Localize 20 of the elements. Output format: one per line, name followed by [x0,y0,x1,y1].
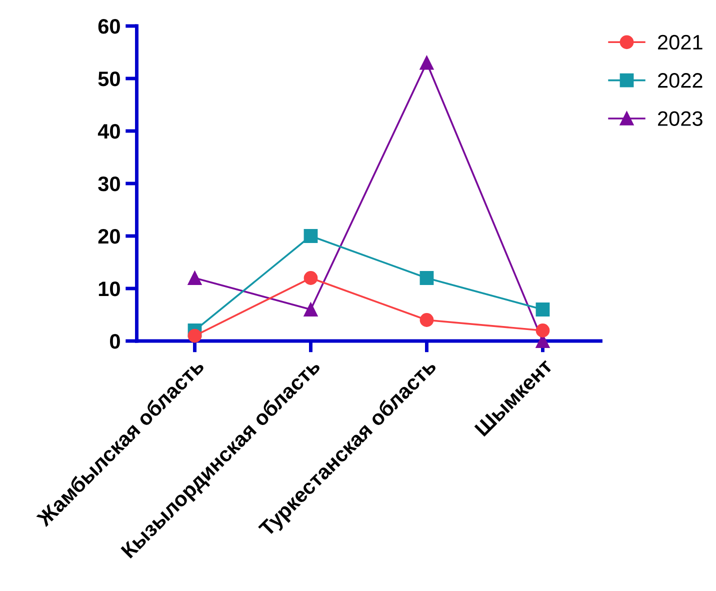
point [420,56,434,70]
y-tick-label: 20 [98,229,120,244]
point [304,229,318,243]
y-tick-label: 50 [98,72,120,86]
point [420,271,434,285]
y-tick-label: 60 [98,19,120,34]
point [536,302,550,316]
y-tick-label: 40 [98,124,120,139]
legend-label: 2021 [658,34,702,50]
point [304,302,318,316]
point [420,313,434,327]
y-tick-label: 0 [110,334,120,349]
point [536,324,550,338]
point [188,271,202,285]
point [304,271,318,285]
legend-label: 2022 [658,73,702,88]
y-tick-label: 30 [98,176,120,192]
y-tick-label: 10 [98,282,120,296]
point [188,328,202,343]
legend-label: 2023 [658,111,702,126]
